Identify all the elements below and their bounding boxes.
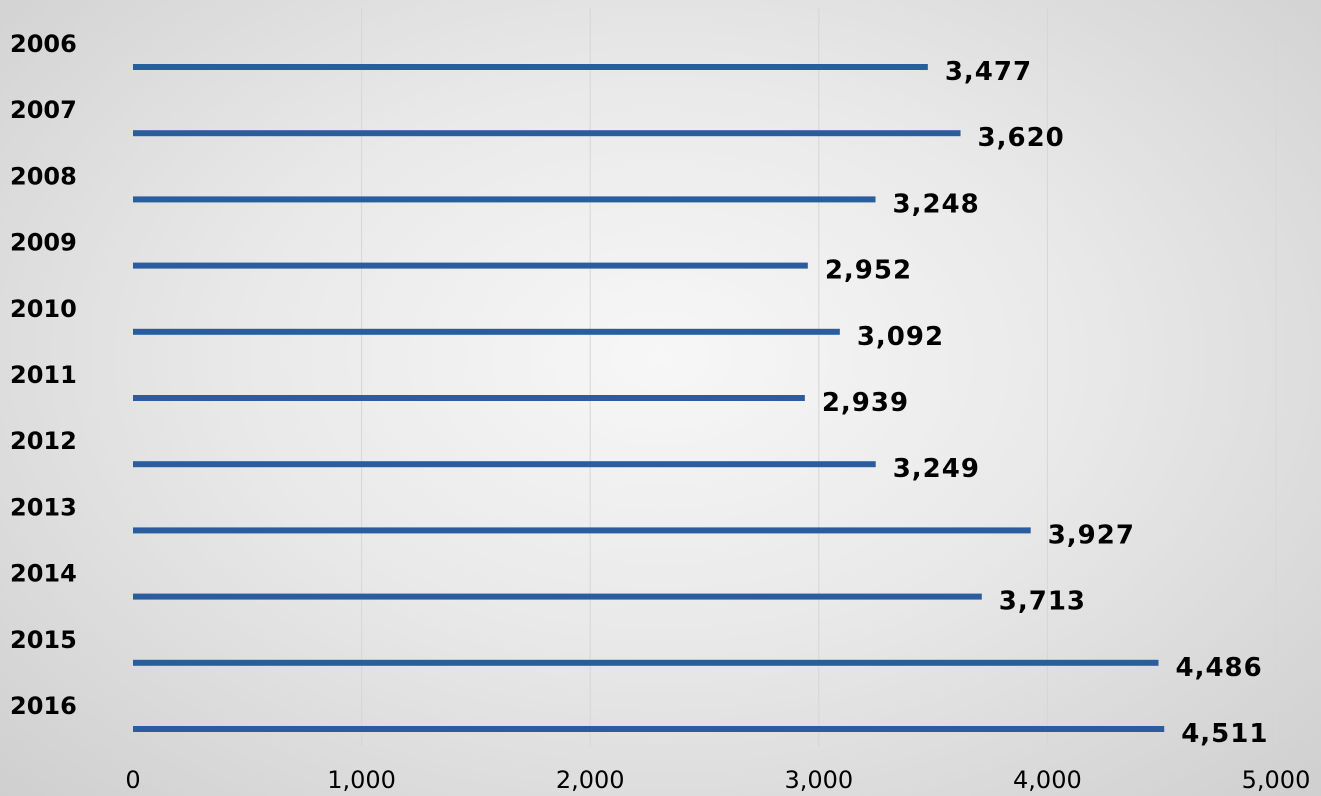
bar-2011 [133,395,805,401]
bar-2008 [133,196,876,203]
category-label: 2012 [10,427,77,455]
grid-layer [361,8,1277,746]
x-tick-label: 0 [125,766,140,794]
data-label: 3,249 [893,454,980,484]
data-label: 3,713 [999,587,1086,617]
x-tick-label: 1,000 [327,766,396,794]
label-layer: 2006 3,477 2007 3,620 2008 3,248 2009 2,952 2010… [10,30,1268,749]
bar-layer [133,64,1165,732]
category-label: 2016 [10,692,77,720]
category-label: 2007 [10,96,77,124]
x-axis-ticks: 0 1,000 2,000 3,000 4,000 5,000 [125,766,1310,794]
data-label: 3,477 [945,57,1032,87]
category-label: 2006 [10,30,77,58]
x-tick-label: 3,000 [784,766,853,794]
data-label: 3,092 [857,322,944,352]
category-label: 2010 [10,295,77,323]
bar-2010 [133,328,840,335]
x-tick-label: 4,000 [1013,766,1082,794]
x-tick-label: 5,000 [1242,766,1311,794]
category-label: 2013 [10,493,77,521]
data-label: 3,927 [1048,520,1135,550]
bar-2012 [133,461,876,468]
data-label: 3,248 [892,189,979,219]
data-label: 4,486 [1175,653,1262,683]
category-label: 2008 [10,162,77,190]
bar-2013 [133,527,1031,534]
bar-2014 [133,593,982,600]
bar-2009 [133,262,808,269]
category-label: 2011 [10,361,77,389]
category-label: 2009 [10,229,77,257]
data-label: 2,939 [822,388,909,418]
bar-2016 [133,726,1165,732]
x-tick-label: 2,000 [556,766,625,794]
data-label: 4,511 [1181,719,1268,749]
bar-2006 [133,64,928,70]
data-label: 2,952 [825,256,912,286]
data-label: 3,620 [978,123,1065,153]
bar-2015 [133,659,1159,666]
category-label: 2014 [10,560,77,588]
bar-2007 [133,130,961,137]
category-label: 2015 [10,626,77,654]
